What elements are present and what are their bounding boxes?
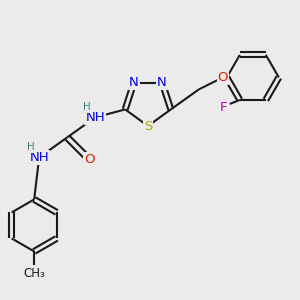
Text: O: O xyxy=(218,71,228,84)
Text: NH: NH xyxy=(29,151,49,164)
Text: O: O xyxy=(84,153,94,166)
Text: N: N xyxy=(129,76,139,89)
Text: F: F xyxy=(220,101,228,114)
Text: NH: NH xyxy=(85,111,105,124)
Text: H: H xyxy=(83,102,91,112)
Text: CH₃: CH₃ xyxy=(23,267,45,280)
Text: S: S xyxy=(144,119,152,133)
Text: H: H xyxy=(27,142,35,152)
Text: N: N xyxy=(157,76,167,89)
